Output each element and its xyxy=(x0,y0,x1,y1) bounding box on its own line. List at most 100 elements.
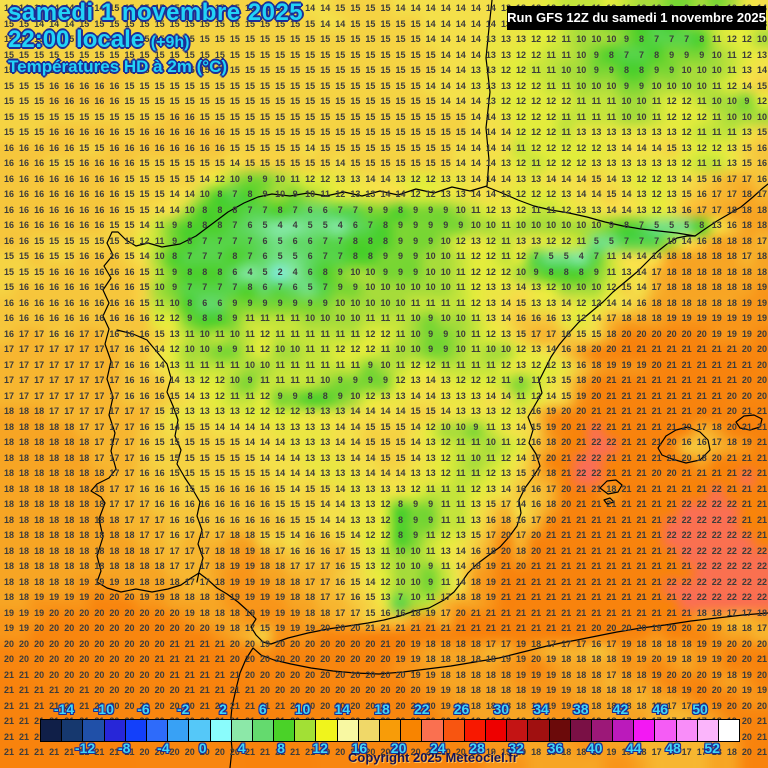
temp-value: 20 xyxy=(109,592,120,602)
temp-value: 12 xyxy=(380,576,391,587)
temp-value: 21 xyxy=(591,483,602,494)
temp-value: 18 xyxy=(696,251,707,261)
temp-value: 9 xyxy=(413,530,419,540)
temp-value: 16 xyxy=(199,514,210,525)
temp-value: 15 xyxy=(154,49,165,60)
temp-value: 18 xyxy=(244,530,255,540)
temp-value: 20 xyxy=(320,623,331,633)
temp-value: 13 xyxy=(350,189,361,199)
temp-value: 20 xyxy=(741,375,752,385)
temp-value: 15 xyxy=(124,111,135,122)
temp-value: 18 xyxy=(34,437,45,447)
temp-value: 15 xyxy=(275,483,286,494)
temp-value: 18 xyxy=(485,685,496,695)
temp-value: 19 xyxy=(546,669,557,680)
temp-value: 13 xyxy=(350,468,361,478)
temp-value: 17 xyxy=(154,530,165,540)
temp-value: 13 xyxy=(500,34,511,44)
temp-value: 21 xyxy=(606,499,617,509)
temp-value: 21 xyxy=(34,747,45,757)
temp-value: 18 xyxy=(94,545,105,556)
temp-value: 14 xyxy=(290,452,301,463)
temp-value: 14 xyxy=(470,158,481,168)
temp-value: 20 xyxy=(260,669,271,680)
scale-cell xyxy=(188,720,210,741)
temp-value: 17 xyxy=(726,189,737,199)
temp-value: 13 xyxy=(666,189,677,199)
temp-value: 16 xyxy=(169,499,180,509)
temp-value: 10 xyxy=(470,452,481,463)
temp-value: 15 xyxy=(169,437,180,447)
temp-value: 5 xyxy=(292,251,298,261)
temp-value: 15 xyxy=(365,607,376,618)
temp-value: 20 xyxy=(94,607,105,618)
temp-value: 20 xyxy=(335,685,346,695)
temp-value: 18 xyxy=(681,266,692,277)
temp-value: 12 xyxy=(470,282,481,292)
temp-value: 13 xyxy=(500,80,511,91)
temp-value: 18 xyxy=(3,452,14,463)
temp-value: 19 xyxy=(425,685,436,695)
temp-value: 18 xyxy=(726,282,737,292)
temp-value: 20 xyxy=(229,654,240,664)
temp-value: 15 xyxy=(425,111,436,122)
temp-value: 16 xyxy=(124,375,135,385)
temp-value: 20 xyxy=(756,375,767,385)
temp-value: 11 xyxy=(606,111,617,122)
temp-value: 19 xyxy=(546,421,557,432)
temp-value: 14 xyxy=(350,406,361,416)
temp-value: 15 xyxy=(34,96,45,106)
temp-value: 11 xyxy=(727,127,737,137)
temp-value: 19 xyxy=(741,313,752,323)
temp-value: 9 xyxy=(428,220,434,230)
temp-value: 18 xyxy=(64,561,75,571)
temp-value: 15 xyxy=(154,406,165,416)
temp-value: 18 xyxy=(440,669,451,680)
temp-value: 21 xyxy=(711,344,722,354)
temp-value: 18 xyxy=(470,685,481,695)
temp-value: 21 xyxy=(756,530,767,540)
temp-value: 20 xyxy=(154,747,165,757)
temp-value: 18 xyxy=(49,452,60,463)
temp-value: 11 xyxy=(245,328,255,339)
temp-value: 17 xyxy=(531,514,542,525)
temp-value: 11 xyxy=(591,96,602,106)
temp-value: 20 xyxy=(169,623,180,633)
temp-value: 13 xyxy=(726,142,737,153)
temp-value: 18 xyxy=(19,576,30,587)
temp-value: 22 xyxy=(696,592,707,602)
temp-value: 13 xyxy=(290,437,301,447)
temp-value: 21 xyxy=(109,747,120,757)
temp-value: 14 xyxy=(606,204,617,215)
temp-value: 9 xyxy=(608,65,614,75)
temp-value: 14 xyxy=(305,142,316,153)
temp-value: 14 xyxy=(485,18,496,29)
temp-value: 7 xyxy=(202,282,208,292)
temp-value: 14 xyxy=(440,3,451,13)
temp-value: 18 xyxy=(756,204,767,215)
scale-cell xyxy=(61,720,83,741)
temp-value: 17 xyxy=(109,421,120,432)
temp-value: 11 xyxy=(546,65,556,75)
temp-value: 10 xyxy=(516,266,527,277)
temp-value: 20 xyxy=(741,731,752,742)
temp-value: 18 xyxy=(19,592,30,602)
temp-value: 14 xyxy=(275,452,286,463)
temp-value: 13 xyxy=(470,514,481,525)
temp-value: 15 xyxy=(199,437,210,447)
temp-value: 13 xyxy=(546,375,557,385)
temp-value: 16 xyxy=(49,313,60,323)
temp-value: 15 xyxy=(214,96,225,106)
temp-value: 16 xyxy=(94,127,105,137)
temp-value: 13 xyxy=(470,499,481,509)
temp-value: 18 xyxy=(49,561,60,571)
temp-value: 17 xyxy=(651,700,662,711)
temp-value: 18 xyxy=(64,545,75,556)
temp-value: 18 xyxy=(711,421,722,432)
temp-value: 8 xyxy=(639,65,645,75)
temp-value: 21 xyxy=(49,685,60,695)
temp-value: 7 xyxy=(639,235,645,246)
temp-value: 12 xyxy=(410,173,421,184)
temp-value: 11 xyxy=(561,127,571,137)
temp-value: 14 xyxy=(49,3,60,13)
